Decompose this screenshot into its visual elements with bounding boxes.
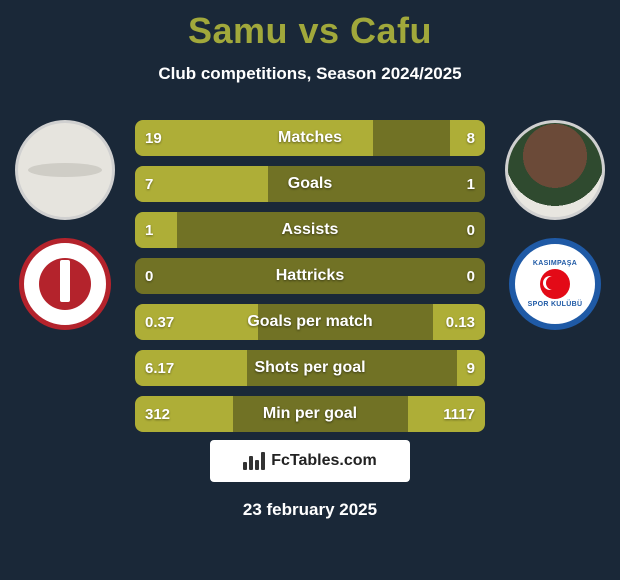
left-player-column (10, 120, 120, 330)
stat-label: Goals per match (135, 313, 485, 331)
right-player-column: KASIMPAŞA SPOR KULÜBÜ (500, 120, 610, 330)
stat-row: 6.179Shots per goal (135, 350, 485, 386)
stat-row: 10Assists (135, 212, 485, 248)
stat-label: Min per goal (135, 405, 485, 423)
stat-label: Shots per goal (135, 359, 485, 377)
stat-row: 198Matches (135, 120, 485, 156)
branding-badge: FcTables.com (210, 440, 410, 482)
stat-label: Goals (135, 175, 485, 193)
club-badge-left (19, 238, 111, 330)
page-title: Samu vs Cafu (0, 0, 620, 52)
player-right-avatar (505, 120, 605, 220)
page-subtitle: Club competitions, Season 2024/2025 (0, 64, 620, 84)
date-label: 23 february 2025 (0, 500, 620, 520)
stat-row: 3121117Min per goal (135, 396, 485, 432)
stat-label: Assists (135, 221, 485, 239)
club-badge-right: KASIMPAŞA SPOR KULÜBÜ (509, 238, 601, 330)
stat-label: Matches (135, 129, 485, 147)
chart-icon (243, 452, 265, 470)
stat-label: Hattricks (135, 267, 485, 285)
stat-row: 0.370.13Goals per match (135, 304, 485, 340)
player-left-avatar (15, 120, 115, 220)
comparison-bars: 198Matches 71Goals 10Assists 00Hattricks 0.3… (135, 120, 485, 432)
stat-row: 71Goals (135, 166, 485, 202)
stat-row: 00Hattricks (135, 258, 485, 294)
branding-text: FcTables.com (271, 452, 377, 470)
